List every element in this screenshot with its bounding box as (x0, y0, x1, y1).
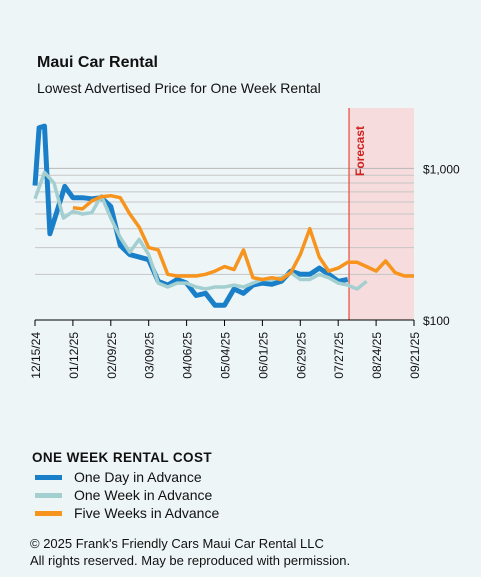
legend-item-one-week: One Week in Advance (32, 486, 219, 504)
x-tick-label: 07/27/25 (332, 332, 346, 379)
legend-swatch (35, 474, 62, 480)
chart-title: Maui Car Rental (37, 54, 158, 71)
forecast-label: Forecast (353, 126, 367, 176)
x-tick-label: 02/09/25 (105, 332, 119, 379)
copyright-line: © 2025 Frank's Friendly Cars Maui Car Re… (30, 536, 324, 551)
legend-item-five-weeks: Five Weeks in Advance (32, 504, 219, 522)
x-tick-label: 06/29/25 (294, 332, 308, 379)
y-tick-label: $1,000 (423, 162, 460, 176)
price-chart: $1,000 $100 Forecast 12/15/24 01/12/25 02/09/… (29, 108, 460, 379)
legend-title: ONE WEEK RENTAL COST (32, 450, 213, 465)
series-line-one-week-in-advance (33, 170, 368, 291)
copyright-line: All rights reserved. May be reproduced w… (30, 553, 351, 568)
x-tick-label: 09/21/25 (408, 332, 422, 379)
legend-swatch (35, 510, 62, 516)
legend: ONE WEEK RENTAL COST One Day in Advance … (32, 450, 219, 522)
series-line-five-weeks-in-advance (72, 193, 414, 282)
legend-swatch (35, 492, 62, 498)
legend-label: One Day in Advance (74, 469, 202, 485)
x-tick-label: 08/24/25 (370, 332, 384, 379)
x-tick-label: 04/06/25 (181, 332, 195, 379)
x-tick-label: 06/01/25 (256, 332, 270, 379)
x-tick-label: 12/15/24 (29, 332, 43, 379)
x-tick-label: 01/12/25 (67, 332, 81, 379)
x-tick-label: 03/09/25 (143, 332, 157, 379)
chart-subtitle: Lowest Advertised Price for One Week Ren… (37, 80, 321, 96)
legend-item-one-day: One Day in Advance (32, 468, 219, 486)
legend-label: One Week in Advance (74, 487, 213, 503)
legend-label: Five Weeks in Advance (74, 505, 220, 521)
copyright: © 2025 Frank's Friendly Cars Maui Car Re… (30, 535, 350, 569)
x-tick-label: 05/04/25 (219, 332, 233, 379)
y-tick-label: $100 (423, 314, 450, 328)
